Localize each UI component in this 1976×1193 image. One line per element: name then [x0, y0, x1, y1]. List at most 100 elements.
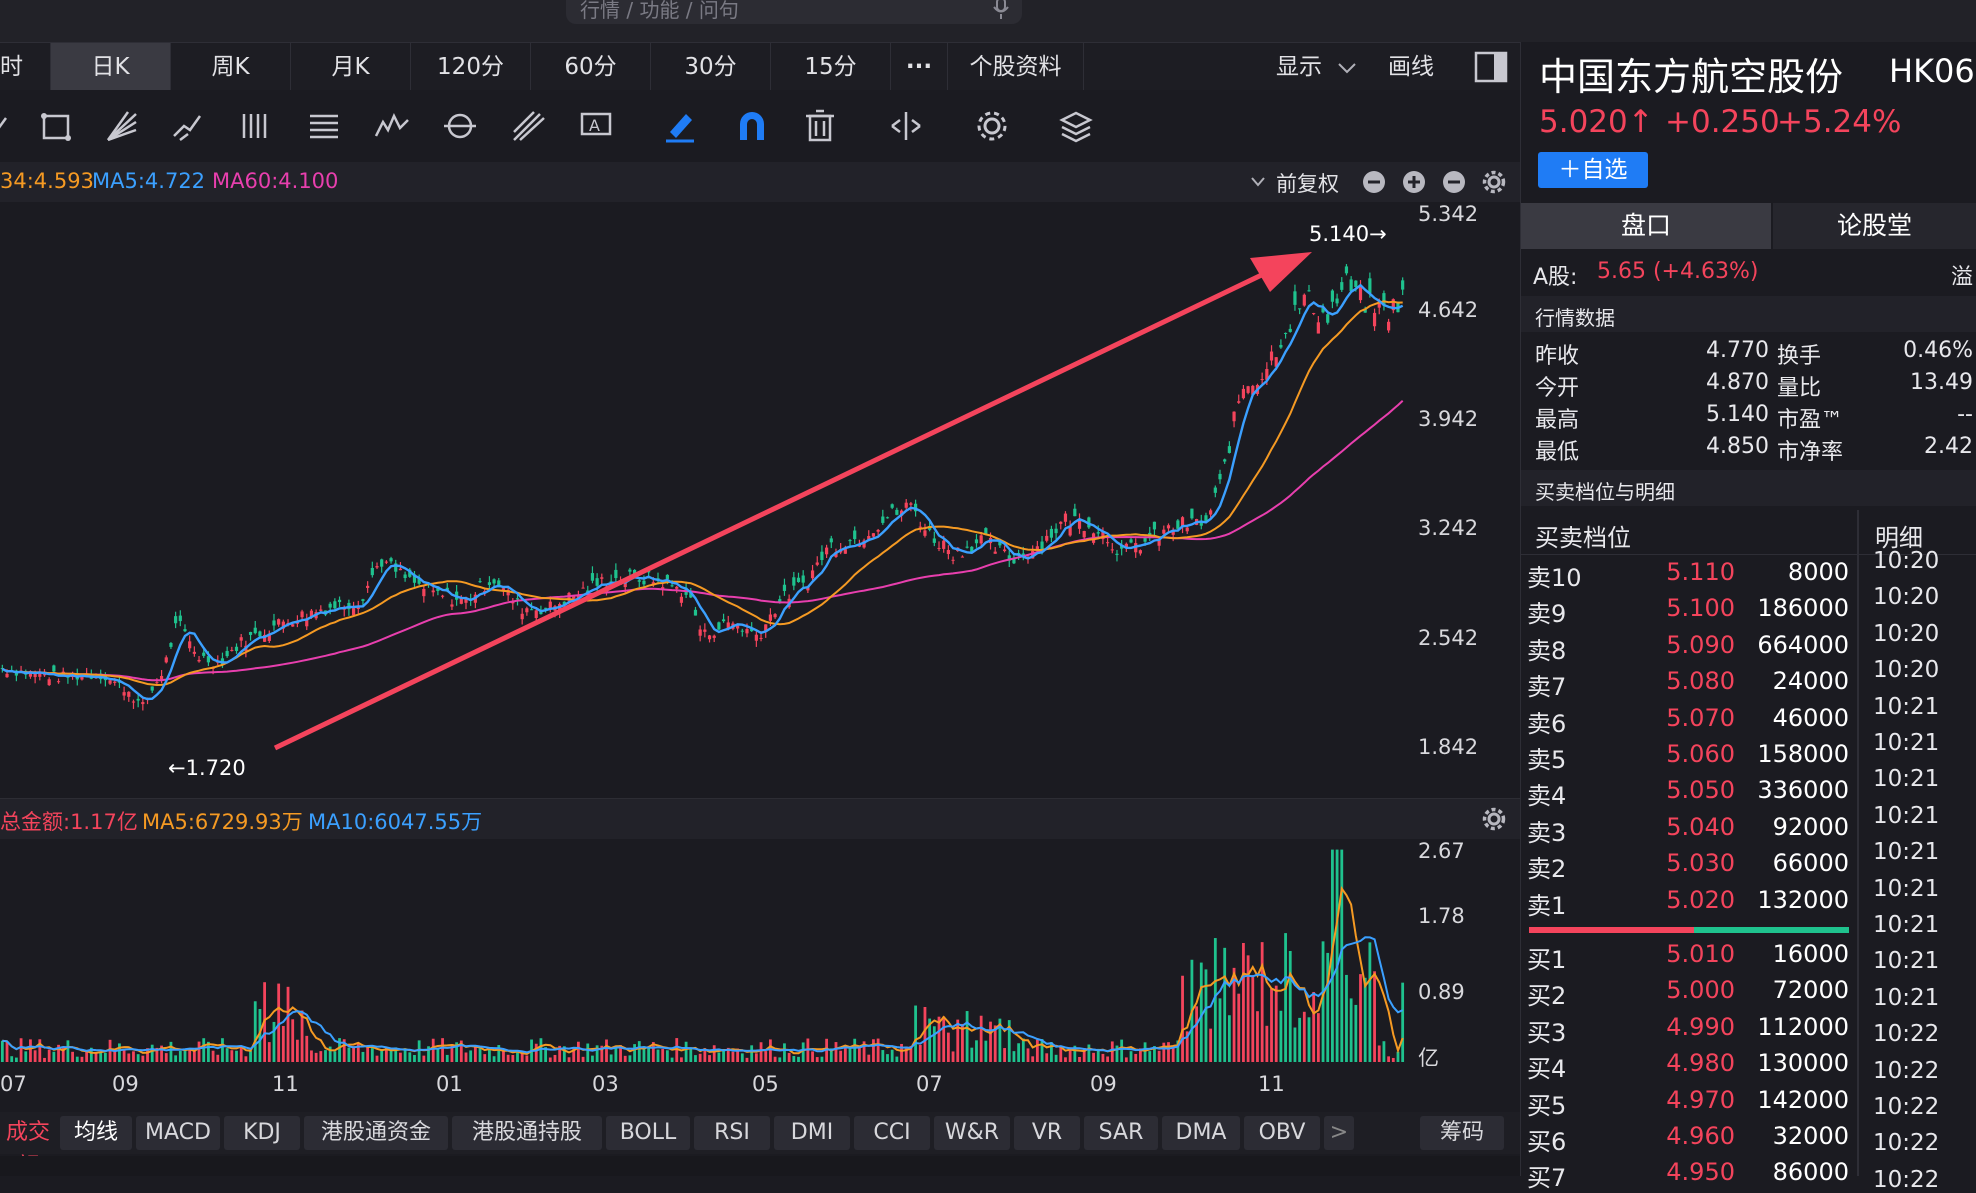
search-input[interactable]: 行情 / 功能 / 问句 — [566, 0, 1022, 24]
ask-row[interactable]: 卖4 5.050 336000 — [1521, 772, 1857, 810]
tab-15min[interactable]: 15分 — [771, 43, 891, 91]
bid-row[interactable]: 买4 4.980 130000 — [1521, 1045, 1857, 1083]
display-menu[interactable]: 显示 — [1276, 43, 1357, 91]
tab-trade-detail[interactable]: 明细 — [1859, 510, 1976, 555]
tab-intraday[interactable]: 时 — [0, 43, 51, 91]
bid-row[interactable]: 买7 4.950 86000 — [1521, 1154, 1857, 1192]
ind-hk-connect-funds[interactable]: 港股通资金 — [304, 1116, 448, 1150]
ask-row[interactable]: 卖9 5.100 186000 — [1521, 590, 1857, 628]
gann-tool-icon[interactable] — [510, 108, 546, 144]
settings-gear-icon[interactable] — [974, 108, 1010, 144]
tab-stock-profile[interactable]: 个股资料 — [948, 43, 1084, 91]
candle-body — [614, 569, 618, 579]
segment-tool-icon[interactable] — [0, 108, 22, 144]
volume-bar — [591, 1055, 594, 1062]
bid-row[interactable]: 买5 4.970 142000 — [1521, 1082, 1857, 1120]
collapse-icon[interactable] — [1442, 170, 1466, 194]
ind-sar[interactable]: SAR — [1084, 1116, 1158, 1150]
draw-line-button[interactable]: 画线 — [1388, 54, 1434, 80]
horizontal-lines-icon[interactable] — [306, 108, 342, 144]
highlighter-icon[interactable] — [662, 108, 698, 144]
x-tick: 07 — [0, 1072, 27, 1096]
volume-bar — [1153, 1046, 1156, 1062]
fan-tool-icon[interactable] — [104, 108, 140, 144]
tab-forum[interactable]: 论股堂 — [1773, 203, 1976, 249]
ind-wr[interactable]: W&R — [934, 1116, 1010, 1150]
microphone-icon[interactable] — [992, 0, 1010, 20]
high-annotation: 5.140→ — [1309, 222, 1387, 246]
candlestick-chart[interactable] — [0, 202, 1416, 796]
volume-settings-icon[interactable] — [1482, 807, 1506, 831]
tab-30min[interactable]: 30分 — [651, 43, 771, 91]
tab-120min[interactable]: 120分 — [411, 43, 531, 91]
volume-chart[interactable] — [0, 838, 1416, 1070]
ask-row[interactable]: 卖2 5.030 66000 — [1521, 845, 1857, 883]
ask-row[interactable]: 卖6 5.070 46000 — [1521, 700, 1857, 738]
tab-60min[interactable]: 60分 — [531, 43, 651, 91]
adjust-mode-selector[interactable]: 前复权 — [1276, 172, 1339, 196]
tab-more[interactable]: ··· — [891, 43, 948, 91]
ind-chips[interactable]: 筹码 — [1420, 1116, 1504, 1150]
chevron-down-icon[interactable] — [1250, 176, 1266, 188]
trend-arrow[interactable] — [273, 252, 1312, 751]
ind-macd[interactable]: MACD — [136, 1116, 220, 1150]
cycle-tool-icon[interactable] — [442, 108, 478, 144]
bid-row[interactable]: 买6 4.960 32000 — [1521, 1118, 1857, 1156]
ind-amount[interactable]: 成交额 — [0, 1116, 56, 1179]
channel-tool-icon[interactable] — [170, 108, 206, 144]
volume-bar — [399, 1052, 402, 1062]
candle-body — [1082, 531, 1086, 538]
candle-body — [881, 516, 885, 523]
vertical-lines-icon[interactable] — [238, 108, 274, 144]
candle-body — [946, 549, 950, 555]
chart-settings-icon[interactable] — [1482, 170, 1506, 194]
ask-row[interactable]: 卖7 5.080 24000 — [1521, 663, 1857, 701]
quote-label: 昨收 — [1535, 344, 1580, 369]
candle-body — [520, 613, 524, 620]
ask-row[interactable]: 卖8 5.090 664000 — [1521, 627, 1857, 665]
candle-body — [38, 672, 42, 677]
add-watchlist-button[interactable]: ＋自选 — [1538, 152, 1648, 188]
quote-label: 最低 — [1535, 440, 1580, 465]
bid-row[interactable]: 买2 5.000 72000 — [1521, 972, 1857, 1010]
volume-bar — [305, 1035, 309, 1062]
panel-toggle-icon[interactable] — [1474, 51, 1508, 83]
layers-icon[interactable] — [1058, 108, 1094, 144]
ind-obv[interactable]: OBV — [1244, 1116, 1320, 1150]
zoom-in-icon[interactable] — [1402, 170, 1426, 194]
volume-bar — [43, 1057, 46, 1062]
bid-row[interactable]: 买3 4.990 112000 — [1521, 1009, 1857, 1047]
trash-icon[interactable] — [802, 108, 838, 144]
ind-scroll-right[interactable]: > — [1324, 1116, 1354, 1150]
ind-hk-connect-holdings[interactable]: 港股通持股 — [452, 1116, 602, 1150]
ask-row[interactable]: 卖1 5.020 132000 — [1521, 882, 1857, 920]
ind-dma[interactable]: DMA — [1162, 1116, 1240, 1150]
ask-strength-bar — [1529, 927, 1694, 933]
rectangle-tool-icon[interactable] — [38, 108, 74, 144]
ask-row[interactable]: 卖10 5.110 8000 — [1521, 554, 1857, 592]
ind-kdj[interactable]: KDJ — [224, 1116, 300, 1150]
ind-cci[interactable]: CCI — [854, 1116, 930, 1150]
level-label: 买5 — [1527, 1091, 1567, 1120]
volume-bar — [975, 1040, 978, 1062]
zoom-out-icon[interactable] — [1362, 170, 1386, 194]
volume-bar — [684, 1041, 688, 1062]
ind-dmi[interactable]: DMI — [774, 1116, 850, 1150]
ind-vr[interactable]: VR — [1014, 1116, 1080, 1150]
tab-weekly-k[interactable]: 周K — [171, 43, 291, 91]
wave-tool-icon[interactable] — [374, 108, 410, 144]
magnet-icon[interactable] — [734, 108, 770, 144]
ask-row[interactable]: 卖3 5.040 92000 — [1521, 809, 1857, 847]
bid-row[interactable]: 买1 5.010 16000 — [1521, 936, 1857, 974]
tab-order-levels[interactable]: 买卖档位 — [1521, 510, 1857, 555]
tab-monthly-k[interactable]: 月K — [291, 43, 411, 91]
ind-ma[interactable]: 均线 — [60, 1116, 132, 1150]
tab-daily-k[interactable]: 日K — [51, 43, 171, 91]
ind-rsi[interactable]: RSI — [694, 1116, 770, 1150]
candle-body — [1387, 321, 1391, 331]
text-annotation-icon[interactable]: A — [578, 108, 614, 144]
ind-boll[interactable]: BOLL — [606, 1116, 690, 1150]
tab-order-book[interactable]: 盘口 — [1521, 203, 1771, 249]
split-view-icon[interactable] — [888, 108, 924, 144]
ask-row[interactable]: 卖5 5.060 158000 — [1521, 736, 1857, 774]
